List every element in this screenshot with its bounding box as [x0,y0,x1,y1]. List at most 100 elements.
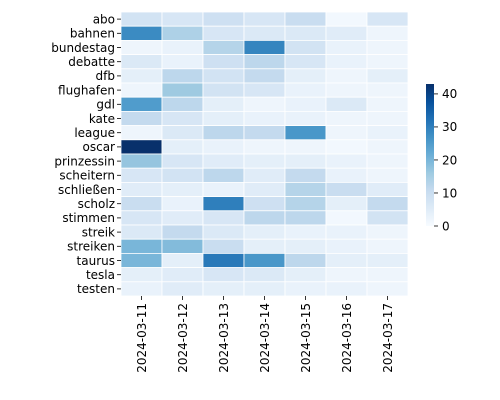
heatmap-cell [366,25,409,41]
heatmap-cell [366,68,409,84]
heatmap-cell [243,139,286,155]
heatmap-cell [161,111,204,127]
heatmap-cell [161,40,204,56]
heatmap-cell [284,11,327,27]
heatmap-cell [120,68,163,84]
heatmap-cell [120,167,163,183]
heatmap-cell [243,267,286,283]
heatmap-cell [325,224,368,240]
heatmap-cell [202,96,245,112]
x-tick-label: 2024-03-13 [217,303,231,373]
heatmap-cell [161,181,204,197]
heatmap-cell [366,167,409,183]
heatmap-cell [325,125,368,141]
heatmap-cell [202,238,245,254]
heatmap-cell [202,267,245,283]
heatmap-cell [325,153,368,169]
y-tick-label: bahnen [70,27,115,41]
heatmap-cell [366,238,409,254]
heatmap-cell [325,25,368,41]
heatmap-cell [161,167,204,183]
heatmap-cell [161,252,204,268]
heatmap-cell [325,111,368,127]
heatmap-cell [243,238,286,254]
heatmap-cell [120,210,163,226]
heatmap-cell [120,224,163,240]
heatmap-cell [366,196,409,212]
colorbar-tick-label: 10 [442,186,457,200]
heatmap-cell [284,82,327,98]
heatmap-cell [284,210,327,226]
heatmap-cell [284,224,327,240]
heatmap-cell [325,181,368,197]
colorbar-tick-label: 0 [442,219,450,233]
colorbar-tick-label: 30 [442,120,457,134]
y-tick-label: flughafen [58,83,115,97]
heatmap-cell [325,139,368,155]
heatmap-cell [325,167,368,183]
y-axis-labels: abobahnenbundestagdebattedfbflughafengdl… [51,12,121,296]
heatmap-cell [202,167,245,183]
heatmap-cell [161,96,204,112]
heatmap-cell [243,11,286,27]
heatmap-cell [161,224,204,240]
y-tick-label: oscar [83,140,116,154]
heatmap-cell [120,252,163,268]
heatmap-cell [161,153,204,169]
heatmap-cell [366,210,409,226]
heatmap-cell [284,181,327,197]
heatmap-cell [243,25,286,41]
heatmap-cell [120,11,163,27]
x-tick-label: 2024-03-12 [176,303,190,373]
heatmap-cell [161,82,204,98]
heatmap-cell [202,281,245,297]
heatmap-cell [202,181,245,197]
heatmap-cell [366,40,409,56]
heatmap-cell [243,196,286,212]
heatmap-cell [202,25,245,41]
heatmap-cell [366,139,409,155]
heatmap-cell [243,68,286,84]
heatmap-cell [366,82,409,98]
heatmap-cell [325,96,368,112]
heatmap-cell [243,181,286,197]
heatmap-cell [366,153,409,169]
heatmap-cell [243,252,286,268]
x-tick-label: 2024-03-16 [340,303,354,373]
heatmap-cell [120,196,163,212]
heatmap-cell [202,68,245,84]
heatmap-cell [120,139,163,155]
x-tick-label: 2024-03-14 [258,303,272,373]
heatmap-cell [120,25,163,41]
heatmap-cell [120,267,163,283]
heatmap-cell [202,252,245,268]
heatmap-cell [366,96,409,112]
heatmap-cell [284,167,327,183]
heatmap-cell [120,82,163,98]
heatmap-cell [120,125,163,141]
heatmap-cell [161,68,204,84]
heatmap-cell [325,210,368,226]
heatmap-cell [243,125,286,141]
heatmap-cell [202,210,245,226]
heatmap-cell [366,224,409,240]
heatmap-cell [284,111,327,127]
colorbar-tick-label: 40 [442,87,457,101]
y-tick-label: kate [89,112,115,126]
heatmap-cell [366,181,409,197]
heatmap-cell [284,139,327,155]
heatmap-cell [202,54,245,70]
heatmap-cell [325,11,368,27]
heatmap-cell [243,111,286,127]
heatmap-cell [120,238,163,254]
heatmap-cell [161,139,204,155]
heatmap-cell [243,40,286,56]
heatmap-cell [243,153,286,169]
heatmap-cell [202,139,245,155]
y-tick-label: scheitern [59,169,115,183]
y-tick-label: taurus [77,254,115,268]
heatmap-cell [243,224,286,240]
heatmap-cell [161,267,204,283]
heatmap-cells [120,11,409,297]
heatmap-cell [325,267,368,283]
